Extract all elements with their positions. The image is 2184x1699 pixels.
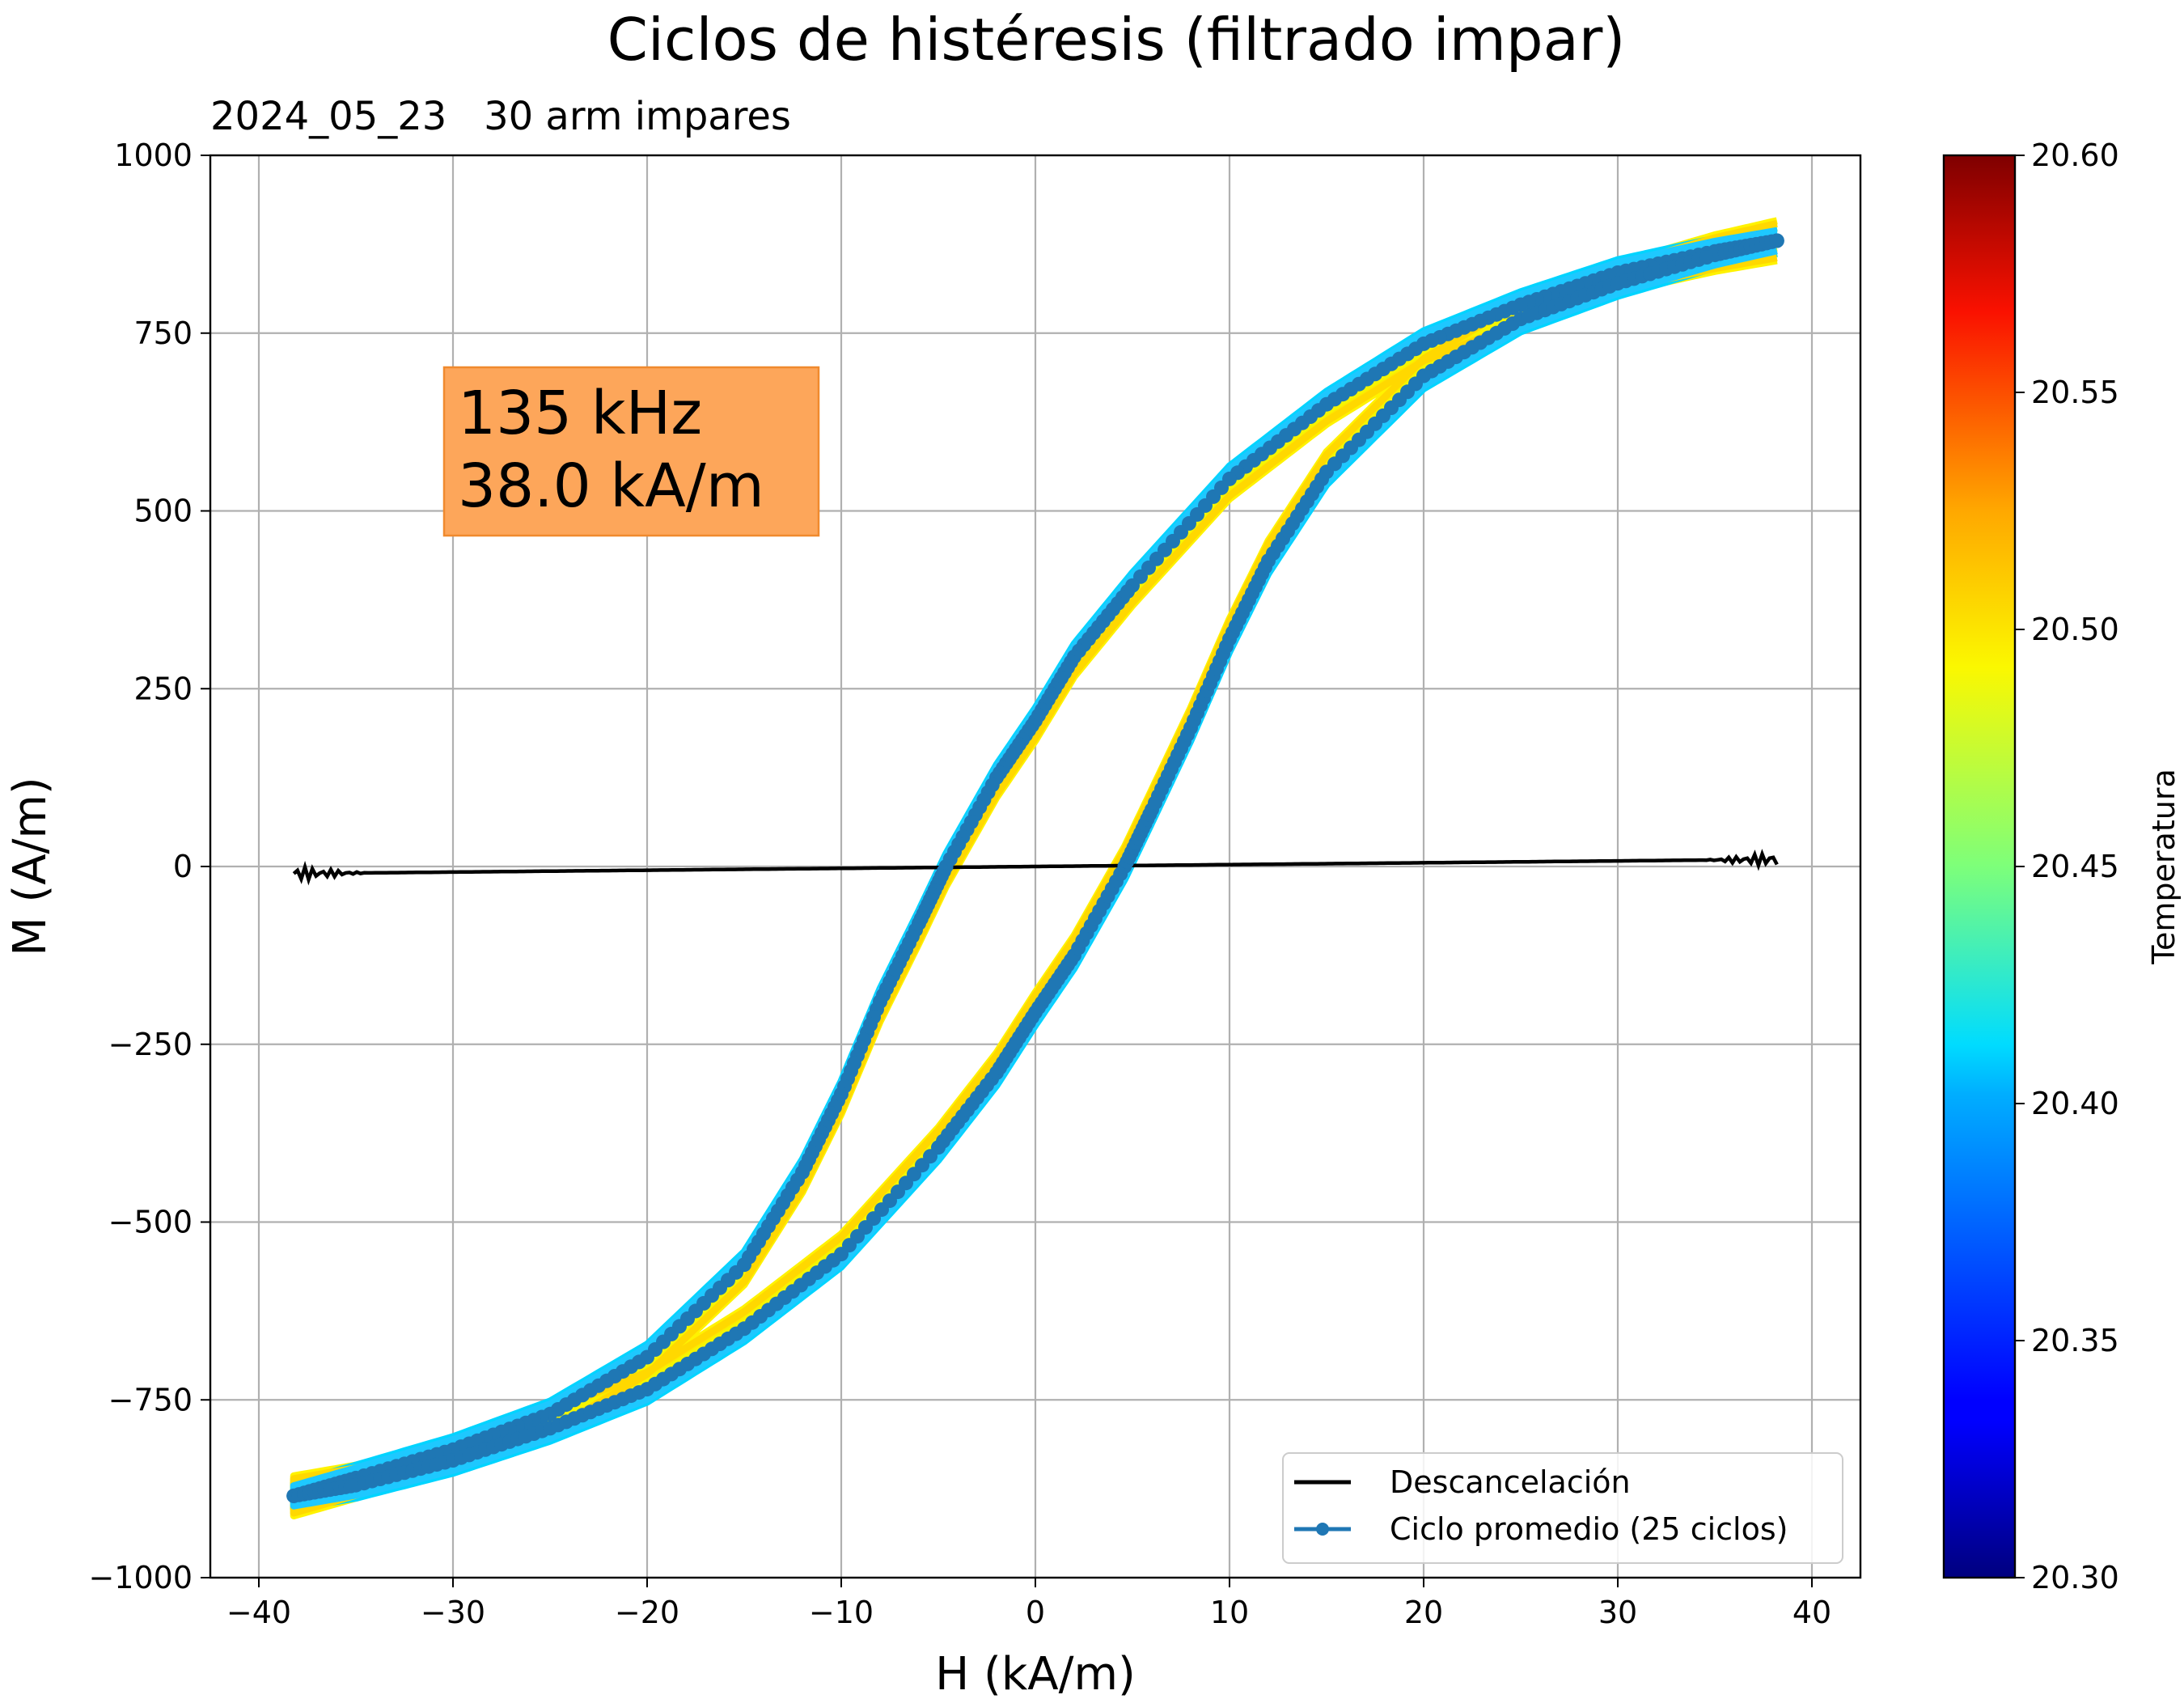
x-tick-label: −30: [421, 1595, 485, 1630]
y-tick-label: 0: [173, 849, 193, 884]
colorbar-ticks: 20.30 20.35 20.40 20.45 20.50 20.55 20.60: [2015, 138, 2119, 1595]
legend: Descancelación Ciclo promedio (25 ciclos…: [1282, 1452, 1843, 1564]
x-tick-label: 10: [1210, 1595, 1249, 1630]
x-tick-label: 20: [1404, 1595, 1443, 1630]
colorbar-tick-label: 20.55: [2031, 375, 2119, 410]
y-tick-label: 750: [133, 316, 193, 351]
colorbar: 20.30 20.35 20.40 20.45 20.50 20.55 20.60 Temp…: [1942, 138, 2182, 1595]
annotation-field: 38.0 kA/m: [458, 451, 764, 521]
x-axis-label: H (kA/m): [935, 1648, 1136, 1699]
annotation-box: 135 kHz 38.0 kA/m: [442, 366, 820, 537]
chart-subtitle: 2024_05_23 30 arm impares: [210, 94, 791, 139]
colorbar-tick-label: 20.60: [2031, 138, 2119, 173]
colorbar-tick-label: 20.45: [2031, 849, 2119, 884]
x-tick-label: −20: [615, 1595, 679, 1630]
annotation-background: [442, 366, 820, 537]
legend-label-ciclo-promedio: Ciclo promedio (25 ciclos): [1390, 1511, 1788, 1547]
legend-label-descancelacion: Descancelación: [1390, 1464, 1631, 1500]
descancelacion-line: [292, 849, 1779, 886]
ciclo-promedio-point: [1769, 233, 1784, 248]
x-tick-label: 0: [1026, 1595, 1045, 1630]
y-tick-label: −250: [108, 1027, 193, 1062]
colorbar-label: Temperatura: [2146, 769, 2182, 964]
colorbar-tick-label: 20.50: [2031, 612, 2119, 647]
legend-frame: [1282, 1452, 1843, 1564]
y-tick-label: −750: [108, 1382, 193, 1417]
axis-ticks: −40 −30 −20 −10 0 10 20 30 40 −1000 −750 −500 −250 0 2…: [88, 138, 1831, 1630]
y-tick-label: −1000: [88, 1560, 193, 1595]
y-tick-label: 1000: [114, 138, 193, 173]
x-tick-label: −10: [809, 1595, 874, 1630]
colorbar-gradient: [1942, 154, 2017, 1579]
y-tick-label: 500: [133, 494, 193, 529]
x-tick-label: −40: [226, 1595, 291, 1630]
y-tick-label: 250: [133, 671, 193, 706]
plot-area: [286, 217, 1784, 1519]
y-tick-label: −500: [108, 1205, 193, 1240]
x-tick-label: 40: [1792, 1595, 1831, 1630]
colorbar-tick-label: 20.30: [2031, 1560, 2119, 1595]
chart-title: Ciclos de histéresis (filtrado impar): [607, 6, 1626, 74]
annotation-frequency: 135 kHz: [458, 379, 702, 448]
colorbar-tick-label: 20.35: [2031, 1323, 2119, 1358]
colorbar-tick-label: 20.40: [2031, 1086, 2119, 1121]
y-axis-label: M (A/m): [4, 777, 57, 956]
legend-marker-ciclo-promedio: [1316, 1523, 1329, 1536]
x-tick-label: 30: [1598, 1595, 1637, 1630]
